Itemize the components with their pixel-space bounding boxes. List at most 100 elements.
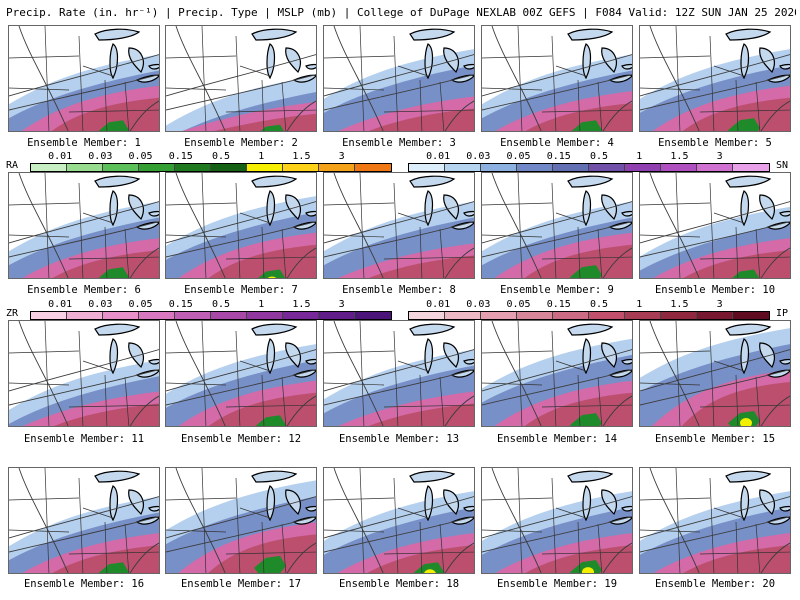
lake-ontario (463, 63, 474, 70)
zr-legend-swatch-4 (139, 312, 175, 319)
state-border (383, 109, 474, 113)
state-border (555, 65, 587, 77)
isobar-line (9, 201, 159, 244)
state-border (124, 523, 130, 573)
state-border (166, 350, 237, 354)
zr-legend-tick-label: 0.15 (168, 299, 193, 310)
state-border (324, 202, 395, 206)
lake-superior (567, 175, 614, 188)
member-7-map-svg (166, 173, 316, 278)
rain-area (254, 555, 286, 573)
lake-huron (128, 489, 144, 516)
state-border (439, 376, 445, 426)
lake-superior (725, 175, 772, 188)
ip-legend-swatch-3 (481, 312, 517, 319)
state-border (201, 468, 207, 573)
lake-ontario (463, 505, 474, 512)
isobar-line (9, 54, 159, 97)
state-border (261, 79, 265, 131)
isobar-line (324, 221, 474, 258)
state-border (713, 65, 745, 77)
snow-legend-colorbar (408, 163, 770, 172)
isobar-line (324, 516, 474, 553)
state-border (541, 256, 632, 260)
lake-erie (608, 369, 632, 378)
state-border (597, 228, 603, 278)
state-border (235, 35, 241, 131)
state-border (9, 497, 80, 501)
state-border (239, 212, 271, 224)
lake-huron (759, 489, 775, 516)
heavy-rain-core (740, 418, 752, 426)
lake-superior (94, 175, 141, 188)
sleet-area (683, 250, 790, 278)
sleet-legend: IP 0.01 0.03 0.05 0.15 0.5 1 1.5 3 (384, 299, 794, 327)
sleet-area (208, 392, 316, 426)
state-border (640, 87, 701, 91)
sleet-area (524, 392, 632, 426)
member-5-map-svg (640, 26, 790, 131)
lake-huron (285, 194, 301, 221)
isobar-line (491, 173, 542, 278)
lake-huron (285, 489, 301, 516)
lake-superior (725, 28, 772, 41)
member-19-map-svg (482, 468, 632, 573)
ra-legend-swatch-5 (175, 164, 211, 171)
lake-erie (292, 221, 316, 230)
isobar-line (175, 26, 226, 131)
lake-michigan (424, 485, 434, 522)
state-border (675, 173, 681, 278)
state-border (709, 330, 715, 426)
state-border (439, 81, 445, 131)
lake-ontario (148, 63, 159, 70)
lake-superior (94, 470, 141, 483)
isobar-line (649, 321, 700, 426)
lake-ontario (305, 358, 316, 365)
state-border (755, 81, 761, 131)
state-border (397, 212, 429, 224)
lake-erie (608, 74, 632, 83)
state-border (755, 523, 761, 573)
state-border (517, 26, 523, 131)
state-border (68, 551, 159, 555)
ip-legend-swatch-5 (553, 312, 589, 319)
ensemble-member-20-map (639, 467, 791, 574)
state-border (82, 507, 114, 519)
isobar-line (129, 542, 159, 573)
sleet-area (683, 545, 790, 573)
sleet-area (208, 244, 316, 278)
state-border (735, 521, 739, 573)
rain-area (255, 415, 286, 426)
zr-legend-tick-label: 0.01 (48, 299, 73, 310)
isobar-line (482, 201, 632, 244)
isobar-line (166, 369, 316, 406)
lake-michigan (109, 485, 119, 522)
state-border (68, 109, 159, 113)
member-16-map-svg (9, 468, 159, 573)
isobar-line (166, 74, 316, 111)
isobar-line (175, 173, 226, 278)
sn-legend-tick-label: 0.15 (546, 151, 571, 162)
isobar-line (602, 247, 632, 278)
state-border (124, 376, 130, 426)
state-border (166, 202, 237, 206)
state-border (735, 226, 739, 278)
isobar-line (9, 221, 159, 258)
isobar-line (640, 369, 790, 406)
ensemble-member-18-label: Ensemble Member: 18 (338, 578, 460, 590)
state-border (383, 256, 474, 260)
ip-legend-swatch-10 (733, 312, 769, 319)
state-border (541, 404, 632, 408)
sn-legend-swatch-10 (733, 164, 769, 171)
ensemble-member-7-label: Ensemble Member: 7 (184, 284, 298, 296)
lake-superior (567, 470, 614, 483)
lake-huron (601, 47, 617, 74)
ensemble-member-10-label: Ensemble Member: 10 (654, 284, 776, 296)
state-border (551, 330, 557, 426)
isobar-line (640, 516, 790, 553)
state-border (359, 468, 365, 573)
lake-superior (251, 323, 298, 336)
state-border (225, 551, 316, 555)
zr-legend-swatch-7 (247, 312, 283, 319)
rain-area (570, 560, 602, 573)
